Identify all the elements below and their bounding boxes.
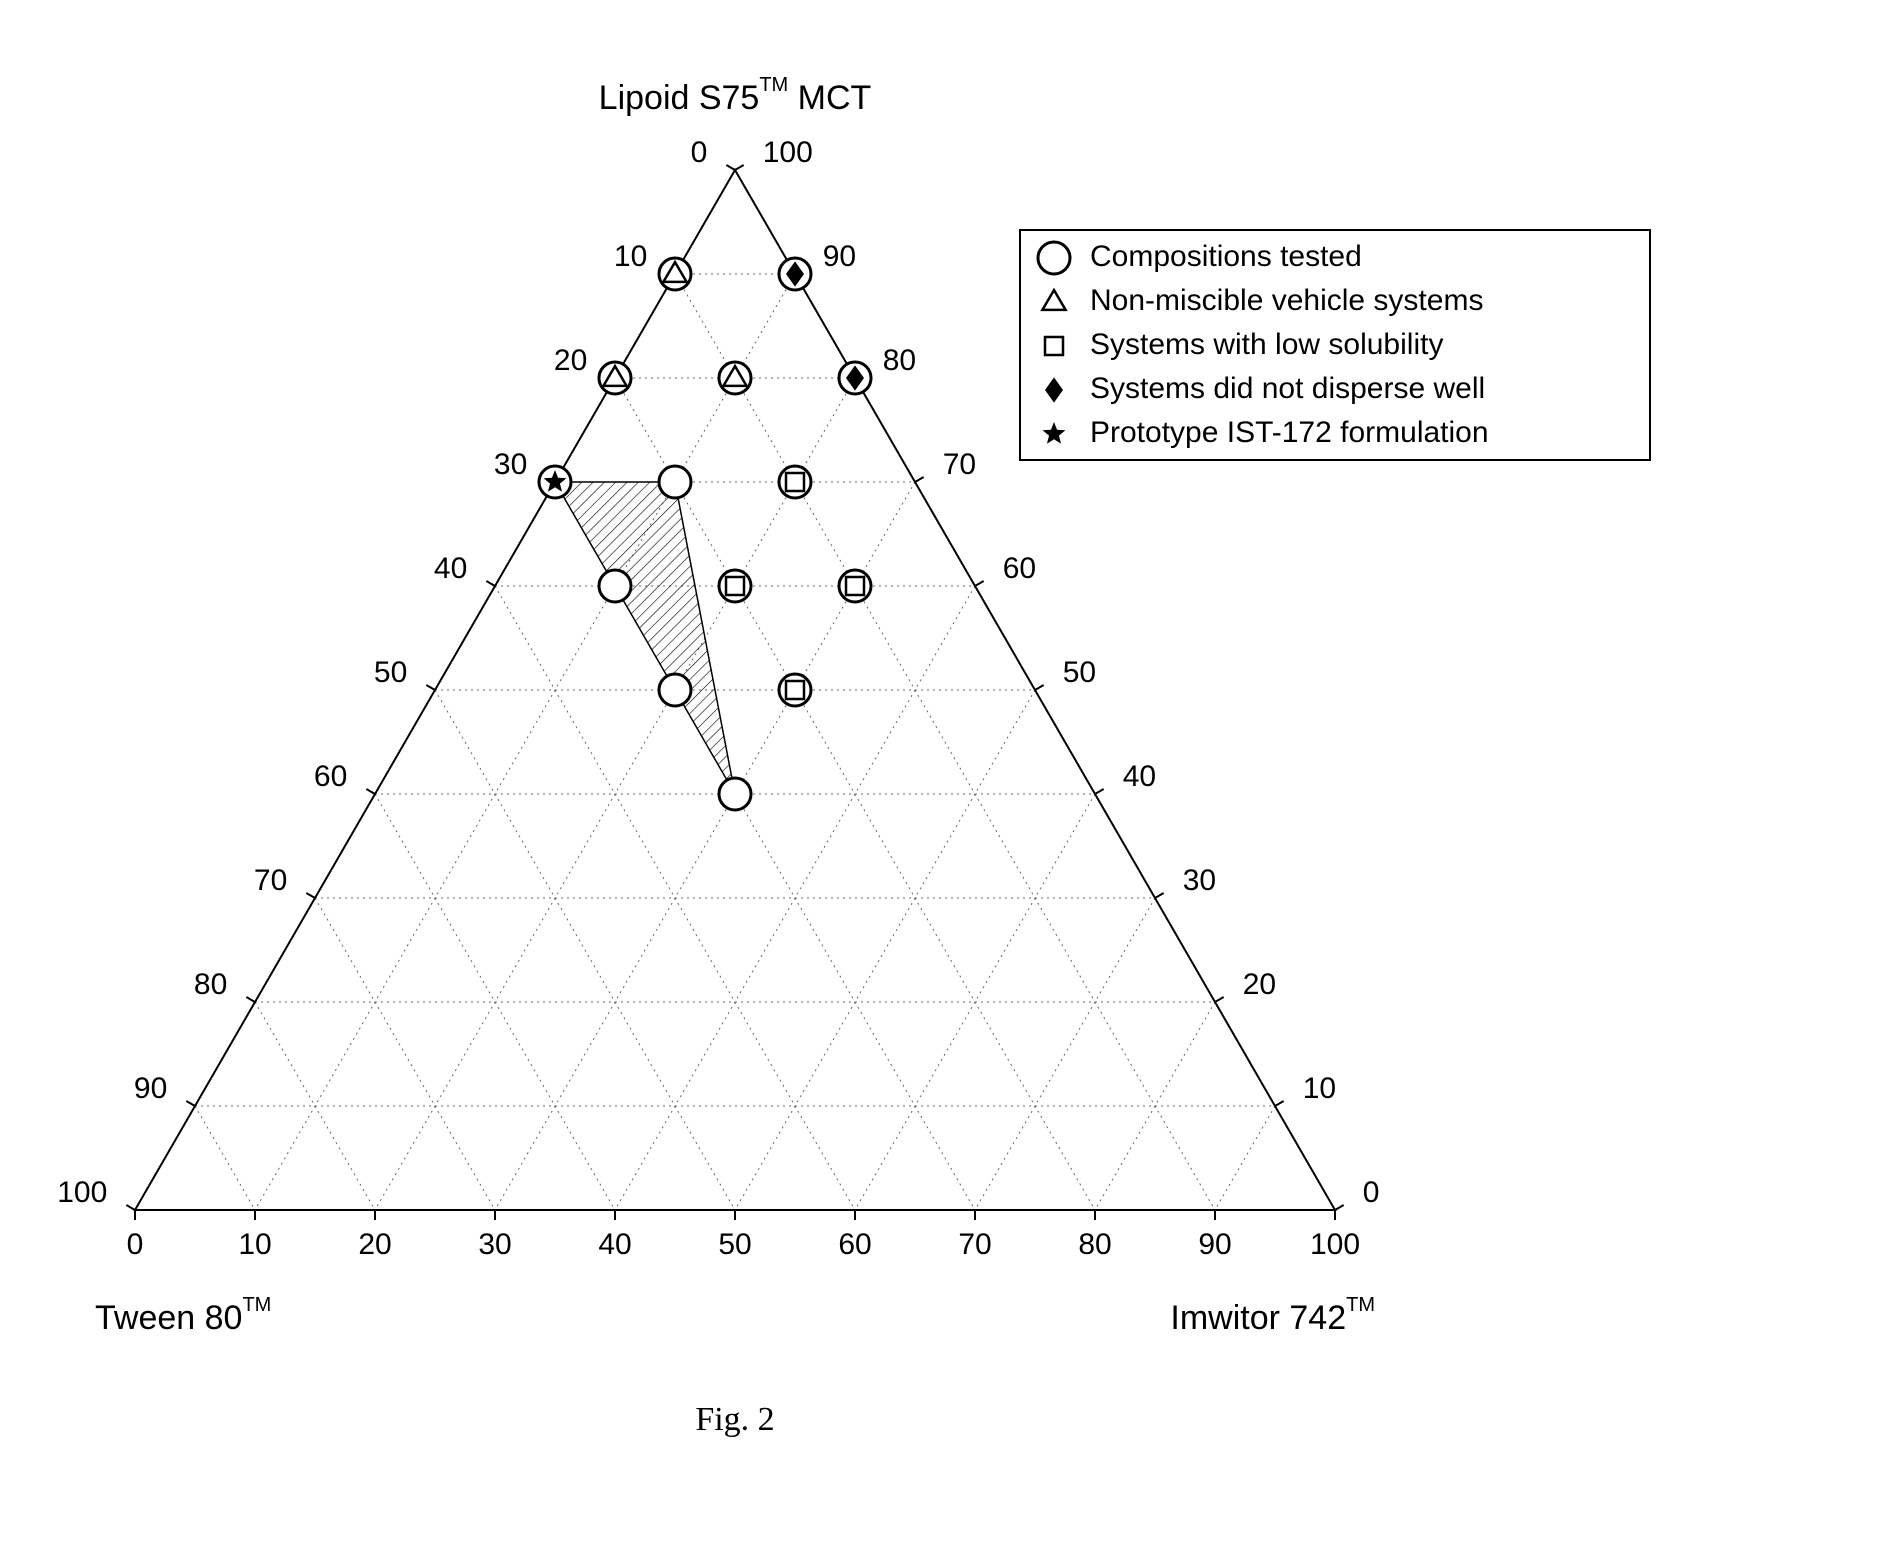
shaded-region — [555, 482, 735, 794]
legend-label: Non-miscible vehicle systems — [1090, 284, 1483, 317]
tick-label-bottom: 70 — [958, 1228, 991, 1261]
tick-label-bottom: 30 — [478, 1228, 511, 1261]
tick-label-left: 70 — [254, 864, 287, 897]
tick-label-right: 80 — [883, 344, 916, 377]
data-point — [779, 466, 811, 498]
data-point — [719, 778, 751, 810]
tick-label-right: 60 — [1003, 552, 1036, 585]
tick-label-bottom: 40 — [598, 1228, 631, 1261]
tick-label-bottom: 10 — [238, 1228, 271, 1261]
data-point — [539, 466, 571, 498]
data-point — [839, 362, 871, 394]
tick-label-bottom: 0 — [127, 1228, 144, 1261]
data-point — [719, 570, 751, 602]
legend: Compositions tested Non-miscible vehicle … — [1020, 230, 1650, 460]
ternary-plot: 0 0 0 10 10 10 20 20 20 30 30 30 40 40 40 50 50 50 60 60 60 7… — [0, 0, 1883, 1564]
legend-item: Non-miscible vehicle systems — [1042, 284, 1483, 317]
tick-label-bottom: 60 — [838, 1228, 871, 1261]
data-point — [839, 570, 871, 602]
tick-label-right: 70 — [943, 448, 976, 481]
tick-label-left: 80 — [194, 968, 227, 1001]
tick-label-left: 0 — [691, 136, 708, 169]
legend-label: Compositions tested — [1090, 240, 1362, 273]
legend-item: Systems with low solubility — [1045, 328, 1443, 361]
figure-container: { "chart": { "type": "ternary", "geometr… — [0, 0, 1883, 1564]
axis-title-top: Lipoid S75TM MCT — [599, 74, 872, 117]
tick-label-right: 50 — [1063, 656, 1096, 689]
data-point — [599, 570, 631, 602]
tick-label-left: 90 — [134, 1072, 167, 1105]
tick-label-right: 30 — [1183, 864, 1216, 897]
tick-label-bottom: 90 — [1198, 1228, 1231, 1261]
tick-label-right: 0 — [1363, 1176, 1380, 1209]
tick-label-right: 10 — [1303, 1072, 1336, 1105]
tick-label-left: 40 — [434, 552, 467, 585]
legend-item: Prototype IST-172 formulation — [1043, 416, 1489, 449]
plot-area: 0 0 0 10 10 10 20 20 20 30 30 30 40 40 40 50 50 50 60 60 60 7… — [57, 74, 1650, 1337]
data-point — [599, 362, 631, 394]
tick-label-bottom: 80 — [1078, 1228, 1111, 1261]
data-point — [659, 258, 691, 290]
tick-label-left: 100 — [57, 1176, 107, 1209]
tick-label-right: 20 — [1243, 968, 1276, 1001]
figure-caption-text: Fig. 2 — [695, 1401, 774, 1438]
tick-label-right: 90 — [823, 240, 856, 273]
axis-title-left: Tween 80TM — [95, 1294, 271, 1337]
tick-label-left: 50 — [374, 656, 407, 689]
figure-caption: Fig. 2 — [695, 1401, 774, 1438]
tick-label-left: 60 — [314, 760, 347, 793]
data-point — [719, 362, 751, 394]
axis-title-right: Imwitor 742TM — [1170, 1294, 1375, 1337]
tick-label-right: 40 — [1123, 760, 1156, 793]
tick-label-bottom: 100 — [1310, 1228, 1360, 1261]
tick-label-left: 20 — [554, 344, 587, 377]
data-point — [779, 258, 811, 290]
tick-label-bottom: 20 — [358, 1228, 391, 1261]
tick-label-left: 10 — [614, 240, 647, 273]
tick-label-left: 30 — [494, 448, 527, 481]
data-point — [779, 674, 811, 706]
data-point — [659, 674, 691, 706]
legend-item: Systems did not disperse well — [1045, 372, 1485, 405]
legend-label: Systems did not disperse well — [1090, 372, 1485, 405]
tick-label-right: 100 — [763, 136, 813, 169]
legend-label: Systems with low solubility — [1090, 328, 1443, 361]
tick-label-bottom: 50 — [718, 1228, 751, 1261]
data-point — [659, 466, 691, 498]
legend-label: Prototype IST-172 formulation — [1090, 416, 1489, 449]
